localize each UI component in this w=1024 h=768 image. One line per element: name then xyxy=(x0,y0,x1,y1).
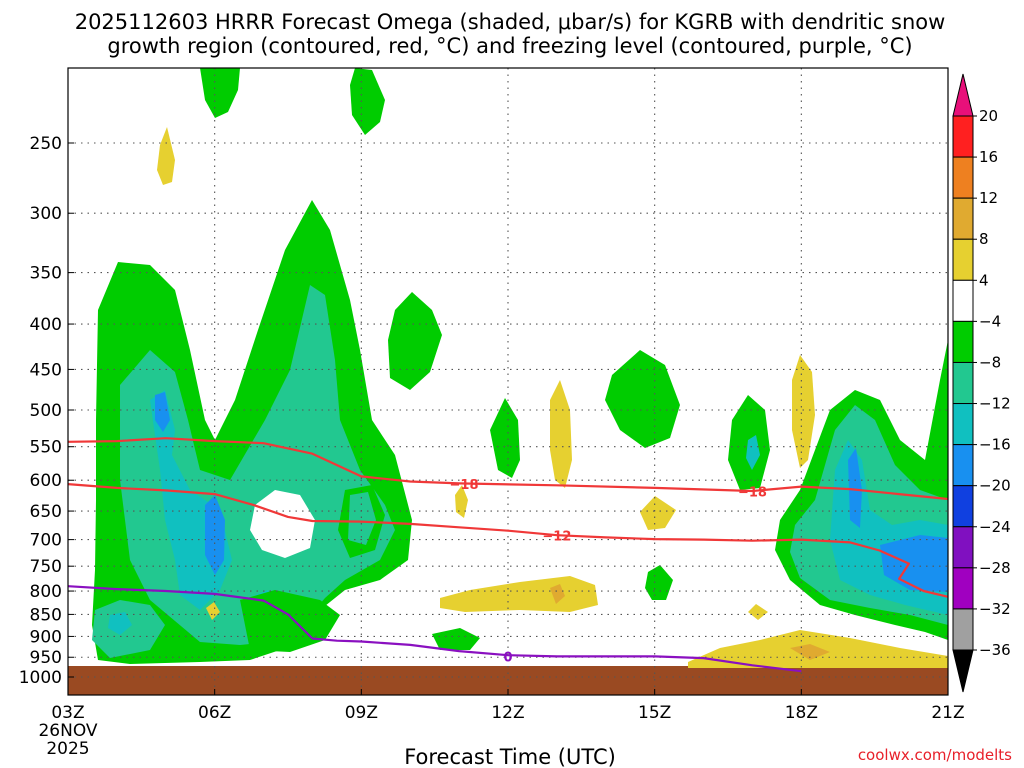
colorbar-label: 20 xyxy=(979,107,998,125)
y-tick-label: 450 xyxy=(30,360,62,380)
colorbar-swatch xyxy=(952,403,974,446)
colorbar-label: 8 xyxy=(979,230,989,248)
x-axis-label: Forecast Time (UTC) xyxy=(404,745,616,768)
gridlines xyxy=(68,68,948,695)
omega-area xyxy=(432,628,480,650)
colorbar-top-arrow xyxy=(952,73,974,117)
colorbar-swatch xyxy=(952,320,974,363)
omega-area xyxy=(157,127,175,185)
omega-area xyxy=(205,495,225,575)
y-tick-label: 350 xyxy=(30,264,62,284)
omega-area xyxy=(640,496,676,530)
colorbar-swatch xyxy=(952,115,974,158)
colorbar-swatch xyxy=(952,567,974,610)
y-tick-label: 250 xyxy=(30,134,62,154)
omega-area xyxy=(490,398,520,478)
colorbar-swatch xyxy=(952,197,974,240)
contour-dgz-top xyxy=(67,437,949,501)
colorbar-label: −36 xyxy=(979,641,1011,659)
colorbar-swatch xyxy=(952,444,974,487)
omega-area xyxy=(848,448,862,528)
omega-area xyxy=(550,380,572,488)
colorbar-bottom-arrow xyxy=(952,649,974,693)
colorbar-swatch xyxy=(952,526,974,569)
x-tick-date: 26NOV xyxy=(38,721,97,741)
colorbar-label: −8 xyxy=(979,353,1001,371)
contour-label-freezing-level: 0 xyxy=(503,650,512,665)
y-tick-label: 650 xyxy=(30,502,62,522)
colorbar-label: 16 xyxy=(979,148,998,166)
x-tick-label: 18Z xyxy=(785,703,818,723)
y-tick-label: 550 xyxy=(30,438,62,458)
x-tick-year: 2025 xyxy=(46,739,89,759)
omega-area xyxy=(206,602,220,620)
contour-freezing-level xyxy=(67,585,802,673)
x-tick-label: 06Z xyxy=(198,703,231,723)
chart-title-line2: growth region (contoured, red, °C) and f… xyxy=(107,34,912,58)
omega-area xyxy=(440,576,598,612)
colorbar-label: −16 xyxy=(979,436,1011,454)
omega-area xyxy=(388,292,442,390)
y-tick-label: 750 xyxy=(30,557,62,577)
colorbar-swatch xyxy=(952,361,974,405)
y-tick-label: 900 xyxy=(30,627,62,647)
y-tick-label: 950 xyxy=(30,648,62,668)
y-tick-label: 500 xyxy=(30,401,62,421)
omega-area xyxy=(108,612,132,635)
colorbar-swatch xyxy=(952,485,974,528)
chart-title-line1: 2025112603 HRRR Forecast Omega (shaded, … xyxy=(75,10,946,34)
contour-label-dgz-mid: −18 xyxy=(738,486,767,501)
omega-area xyxy=(645,565,673,600)
omega-area xyxy=(550,584,565,604)
y-tick-label: 800 xyxy=(30,582,62,602)
y-axis: 2503003504004505005506006507007508008509… xyxy=(19,134,74,688)
contour-label-dgz-bottom: −12 xyxy=(542,530,571,545)
colorbar-label: −12 xyxy=(979,395,1011,413)
colorbar-label: −32 xyxy=(979,600,1011,618)
contour-label-dgz-top: −18 xyxy=(450,478,479,493)
credit-text: coolwx.com/modelts xyxy=(858,746,1012,764)
omega-area xyxy=(200,68,240,118)
y-tick-label: 600 xyxy=(30,471,62,491)
x-tick-label: 09Z xyxy=(345,703,378,723)
colorbar-label: 4 xyxy=(979,271,989,289)
omega-area xyxy=(250,490,315,558)
omega-area xyxy=(880,535,948,592)
omega-area xyxy=(155,392,170,432)
colorbar-swatch xyxy=(952,608,974,651)
omega-area xyxy=(455,485,468,518)
omega-shading xyxy=(68,68,948,695)
omega-area xyxy=(748,604,768,620)
colorbar-label: −28 xyxy=(979,559,1011,577)
y-tick-label: 300 xyxy=(30,204,62,224)
colorbar-label: 12 xyxy=(979,189,998,207)
omega-area xyxy=(605,350,680,448)
omega-area xyxy=(746,435,760,470)
y-tick-label: 1000 xyxy=(19,668,62,688)
x-tick-label: 12Z xyxy=(491,703,524,723)
y-tick-label: 700 xyxy=(30,531,62,551)
omega-area xyxy=(790,644,830,660)
contour-dgz-bottom xyxy=(67,483,949,598)
omega-area xyxy=(348,492,376,545)
omega-area xyxy=(792,355,815,468)
colorbar-swatch xyxy=(952,279,974,322)
x-tick-label: 15Z xyxy=(638,703,671,723)
y-tick-label: 400 xyxy=(30,315,62,335)
colorbar-label: −4 xyxy=(979,312,1001,330)
x-tick-label: 03Z xyxy=(51,703,84,723)
colorbar-swatch xyxy=(952,156,974,199)
colorbar-label: −20 xyxy=(979,477,1011,495)
omega-area xyxy=(350,68,385,135)
contour-lines: −18 −18 −12 0 xyxy=(67,437,949,673)
y-tick-label: 850 xyxy=(30,605,62,625)
x-tick-label: 21Z xyxy=(931,703,964,723)
colorbar: 20 16 12 8 4 −4 −8 −12 −16 −20 −24 −28 −32 −36 xyxy=(952,73,1011,693)
colorbar-label: −24 xyxy=(979,518,1011,536)
colorbar-swatch xyxy=(952,238,974,281)
